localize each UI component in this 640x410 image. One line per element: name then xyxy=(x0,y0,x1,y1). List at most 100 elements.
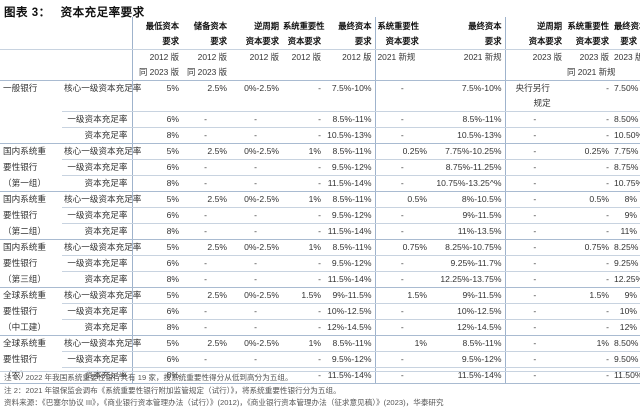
row-metric: 核心一级资本充足率 xyxy=(62,335,141,352)
table-cell: - xyxy=(374,80,430,112)
table-cell: - xyxy=(182,351,230,368)
table-cell: 12%-14.5% xyxy=(430,319,505,336)
table-cell: 8.5%-11% xyxy=(430,111,505,128)
table-cell: 5% xyxy=(131,239,182,256)
table-cell: 0%-2.5% xyxy=(230,239,282,256)
table-cell: 8% xyxy=(131,223,182,240)
table-cell: 7.75% xyxy=(612,143,640,160)
table-cell: - xyxy=(565,223,612,240)
table-cell: 0.5% xyxy=(565,191,612,208)
table-cell: - xyxy=(374,175,430,192)
table-cell: 8.75% xyxy=(612,159,640,176)
table-cell: - xyxy=(374,127,430,144)
table-row: 国内系统重 核心一级资本充足率 5% 2.5% 0%-2.5% 1% 8.5%-11% 0.2… xyxy=(0,143,640,160)
col-header-systemic-2012: 系统重要性 xyxy=(283,21,325,31)
row-category: （中工建） xyxy=(0,319,62,336)
table-cell: - xyxy=(282,159,324,176)
table-cell: - xyxy=(504,191,565,208)
table-cell: 8.5%-11% xyxy=(324,239,375,256)
table-cell: - xyxy=(565,207,612,224)
figure-label: 图表 3： xyxy=(4,7,51,19)
row-metric: 资本充足率 xyxy=(62,223,132,240)
table-cell: 8% xyxy=(131,175,182,192)
table-cell: 央行另行 规定 xyxy=(504,80,565,112)
table-cell: 9.5%-12% xyxy=(324,159,375,176)
table-cell: 9.5%-12% xyxy=(324,207,375,224)
table-cell: 1% xyxy=(282,191,324,208)
col-header-systemic-2023: 系统重要性 xyxy=(567,21,610,31)
table-cell: - xyxy=(282,319,324,336)
col-header-min-capital: 最低资本 xyxy=(131,17,182,34)
table-cell: - xyxy=(282,127,324,144)
table-row: 全球系统重 核心一级资本充足率 5% 2.5% 0%-2.5% 1% 8.5%-11% 1% 8… xyxy=(0,335,640,352)
header-row-1: 最低资本 储备资本 逆周期 系统重要性 最终资本 系统重要性 最终资本 逆周期 … xyxy=(0,17,640,34)
col-header-final-2021: 最终资本 xyxy=(468,21,502,31)
table-cell: - xyxy=(504,175,565,192)
table-cell: 9.25%-11.7% xyxy=(430,255,505,272)
table-body: 一般银行 核心一级资本充足率 5% 2.5% 0%-2.5% -7.5%-10% -7.5%… xyxy=(0,80,640,384)
table-cell: - xyxy=(230,159,282,176)
table-cell: 8.5%-11% xyxy=(324,111,375,128)
table-cell: - xyxy=(504,319,565,336)
table-cell: 11.5%-14% xyxy=(324,223,375,240)
row-metric: 资本充足率 xyxy=(62,175,132,192)
row-metric: 一级资本充足率 xyxy=(62,351,132,368)
table-cell: - xyxy=(182,159,230,176)
table-cell: 5% xyxy=(131,191,182,208)
row-metric: 核心一级资本充足率 xyxy=(62,80,141,112)
table-cell: 8% xyxy=(131,127,182,144)
table-cell: - xyxy=(282,255,324,272)
table-cell: 1% xyxy=(282,335,324,352)
table-cell: 8.5%-11% xyxy=(324,143,375,160)
cell-line: 规定 xyxy=(533,98,551,108)
row-metric: 核心一级资本充足率 xyxy=(62,143,141,160)
row-metric: 资本充足率 xyxy=(62,319,132,336)
table-cell: 10.5%-13% xyxy=(430,127,505,144)
table-cell: 5% xyxy=(131,287,182,304)
table-cell: - xyxy=(504,367,565,384)
table-cell: 9%-11.5% xyxy=(324,287,375,304)
table-cell: 9%-11.5% xyxy=(430,287,505,304)
table-cell: 12%-14.5% xyxy=(324,319,375,336)
row-category: 要性银行 xyxy=(3,305,38,316)
table-cell: - xyxy=(182,271,230,288)
table-cell: 9%-11.5% xyxy=(430,207,505,224)
table-cell: 8.5%-11% xyxy=(430,335,505,352)
table-cell: 1.5% xyxy=(282,287,324,304)
table-cell: 1% xyxy=(282,239,324,256)
table-cell: 0%-2.5% xyxy=(230,143,282,160)
table-cell: - xyxy=(565,367,612,384)
col-header-conservation-buffer: 储备资本 xyxy=(193,21,227,31)
row-category: 国内系统重 xyxy=(3,146,46,156)
table-cell: - xyxy=(565,351,612,368)
table-cell: 0.25% xyxy=(565,143,612,160)
table-cell: 8.5%-11% xyxy=(324,335,375,352)
table-row: 一级资本充足率 6% - - -8.5%-11% -8.5%-11% - -8.50% xyxy=(0,111,640,128)
row-metric: 核心一级资本充足率 xyxy=(62,191,141,208)
table-row: 国内系统重 核心一级资本充足率 5% 2.5% 0%-2.5% 1% 8.5%-11% 0.5… xyxy=(0,191,640,208)
table-row: （第三组） 资本充足率 8% - - -11.5%-14% -12.25%-13.75% - -… xyxy=(0,271,640,288)
table-row: （第二组） 资本充足率 8% - - -11.5%-14% -11%-13.5% - -11% xyxy=(0,223,640,240)
table-cell: 8%-10.5% xyxy=(430,191,505,208)
table-cell: 0.5% xyxy=(374,191,430,208)
footnote-2: 注 2：2021 年银保监会调布《系统重要性银行附加监管规定（试行）》，将系统重… xyxy=(4,385,341,395)
table-cell: 8.50% xyxy=(612,335,640,352)
table-cell: - xyxy=(504,335,565,352)
table-cell: 12.25%-13.75% xyxy=(430,271,505,288)
col-header-countercyclical-2012: 逆周期 xyxy=(254,21,279,31)
row-category: 国内系统重 xyxy=(3,194,46,204)
table-cell: - xyxy=(282,271,324,288)
table-cell: - xyxy=(282,351,324,368)
table-row: 要性银行 一级资本充足率 6% - - -10%-12.5% -10%-12.5% - -10% xyxy=(0,303,640,320)
table-cell: 10.5%-13% xyxy=(324,127,375,144)
table-cell: 7.75%-10.25% xyxy=(430,143,505,160)
table-cell: 11.5%-14% xyxy=(324,271,375,288)
row-category xyxy=(0,112,62,128)
table-cell: - xyxy=(504,143,565,160)
row-category: 要性银行 xyxy=(3,209,38,220)
table-cell: 5% xyxy=(131,143,182,160)
table-cell: 6% xyxy=(131,303,182,320)
table-cell: 11.50% xyxy=(612,367,640,384)
table-row: （中工建） 资本充足率 8% - - -12%-14.5% -12%-14.5% - -12% xyxy=(0,319,640,336)
